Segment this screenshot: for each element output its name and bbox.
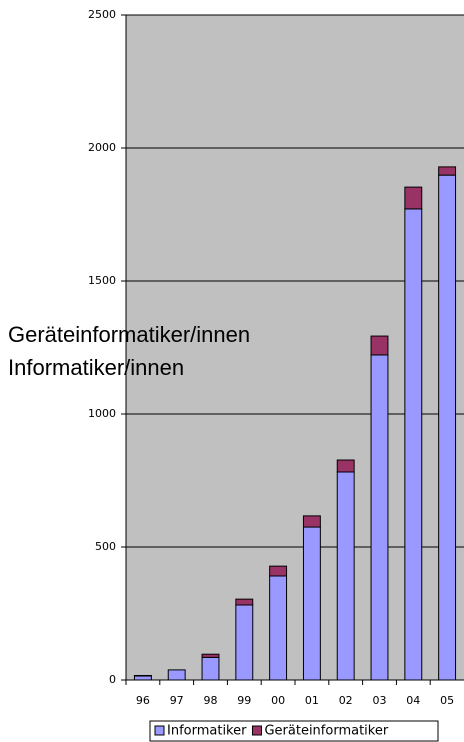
y-tick-label: 2500 <box>88 8 116 21</box>
bar-segment <box>133 674 152 677</box>
bar-segment <box>438 166 457 176</box>
y-tick-label: 2000 <box>88 141 116 154</box>
bar-segment <box>269 565 288 577</box>
x-tick-label: 01 <box>305 694 319 707</box>
legend-label: Informatiker <box>167 724 247 739</box>
bar-segment <box>336 459 355 473</box>
x-tick-label: 04 <box>406 694 420 707</box>
y-tick-label: 500 <box>95 540 116 553</box>
legend-label: Geräteinformatiker <box>264 724 388 739</box>
x-tick-label: 97 <box>170 694 184 707</box>
bar-segment <box>201 653 220 658</box>
bar-segment <box>235 604 254 681</box>
bar-segment <box>370 354 389 681</box>
bar-segment <box>133 675 152 681</box>
x-tick-label: 99 <box>237 694 251 707</box>
bar-segment <box>269 575 288 681</box>
x-tick-label: 03 <box>373 694 387 707</box>
x-tick-label: 96 <box>136 694 150 707</box>
annotation: Geräteinformatiker/innen <box>8 322 250 347</box>
annotation: Informatiker/innen <box>8 355 184 380</box>
y-tick-label: 0 <box>109 673 116 686</box>
bar-segment <box>438 174 457 681</box>
bar-segment <box>404 186 423 210</box>
x-tick-label: 05 <box>440 694 454 707</box>
bar-segment <box>336 471 355 681</box>
legend-box <box>149 720 439 742</box>
bar-segment <box>235 598 254 606</box>
bar-segment <box>404 208 423 681</box>
bar-segment <box>370 335 389 356</box>
y-tick-label: 1500 <box>88 274 116 287</box>
x-tick-label: 98 <box>204 694 218 707</box>
bar-segment <box>302 526 321 681</box>
bar-segment <box>302 515 321 528</box>
y-tick-label: 1000 <box>88 407 116 420</box>
legend-swatch <box>251 725 262 736</box>
x-tick-label: 02 <box>339 694 353 707</box>
bar-segment <box>201 656 220 681</box>
bar-segment <box>167 669 186 681</box>
x-tick-label: 00 <box>271 694 285 707</box>
legend-swatch <box>154 725 165 736</box>
